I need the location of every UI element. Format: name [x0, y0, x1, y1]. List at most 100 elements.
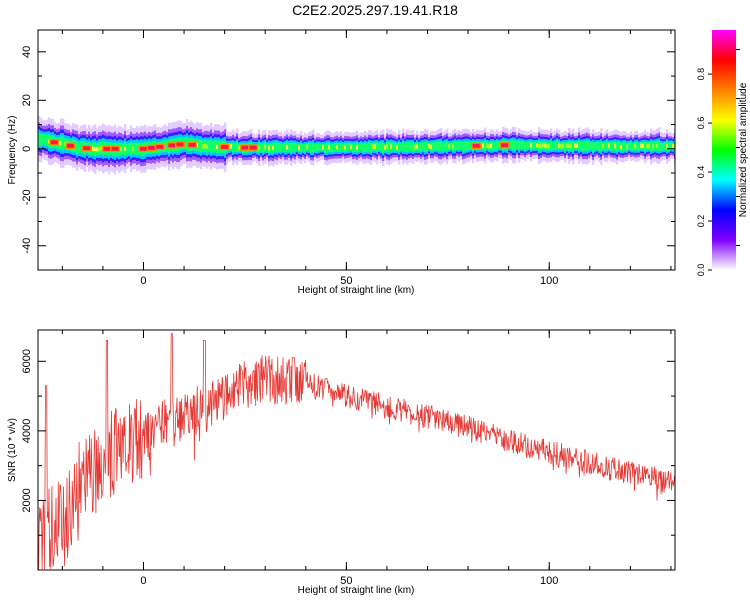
spectrogram-core-cell	[216, 144, 219, 150]
spectrogram-band-cell	[280, 143, 283, 153]
spectrogram-band-cell	[534, 141, 537, 150]
spectrogram-band-cell	[354, 143, 357, 152]
spectrogram-band-cell	[300, 142, 303, 153]
spectrogram-band-cell	[136, 142, 139, 155]
spectrogram-core-cell	[530, 143, 533, 148]
spectrogram-band-cell	[564, 142, 567, 152]
spectrogram-core-cell	[642, 143, 645, 149]
spectrogram-core-cell	[350, 144, 353, 150]
spectrogram-core-cell	[570, 143, 573, 149]
spectrogram-core-cell	[96, 146, 99, 152]
spectrogram-core-cell	[620, 144, 623, 150]
spectrogram-band-cell	[360, 142, 363, 151]
spectrogram-core-cell	[206, 144, 209, 149]
spectrogram-band-cell	[582, 141, 585, 152]
spectrogram-core-cell	[490, 143, 493, 149]
spectrogram-band-cell	[552, 142, 555, 151]
colorbar-ticks: 0.0 0.2 0.4 0.6 0.8	[696, 49, 740, 276]
spectrogram-band-cell	[332, 143, 335, 153]
spectrogram-core-cell	[448, 144, 451, 149]
spectrogram-band-cell	[200, 139, 203, 153]
spectrogram-band-cell	[340, 142, 343, 152]
colorbar-tick-label: 0.4	[696, 166, 706, 179]
spectrogram-band-cell	[362, 143, 365, 153]
x-tick-label: 50	[340, 575, 352, 587]
spectrogram-core-cell	[92, 146, 95, 152]
y-tick-label: 4000	[21, 419, 33, 443]
spectrogram-band-cell	[338, 143, 341, 152]
spectrogram-band-cell	[214, 140, 217, 153]
spectrogram-core-cell	[558, 143, 561, 148]
y-tick-label: 6000	[21, 349, 33, 373]
spectrogram-band-cell	[420, 142, 423, 152]
spectrogram-hot-spot-core	[221, 145, 229, 149]
spectrogram-band-cell	[434, 141, 437, 151]
spectrogram-core-cell	[390, 144, 393, 149]
x-tick-label: 50	[340, 275, 352, 287]
spectrogram-band-cell	[284, 143, 287, 153]
spectrogram-band-cell	[632, 143, 635, 151]
spectrogram-band-cell	[210, 139, 213, 153]
spectrogram-band-cell	[606, 140, 609, 151]
spectrogram-core-cell	[328, 145, 331, 150]
spectrogram-core-cell	[656, 143, 659, 149]
colorbar-scale	[712, 30, 736, 270]
snr-panel: 0 50 100 2000 4000 6000 Height of straight li…	[7, 329, 676, 596]
spectrogram-band-cell	[594, 142, 597, 151]
snr-ticks: 0 50 100 2000 4000 6000	[21, 330, 675, 587]
spectrogram-core-cell	[336, 144, 339, 150]
spectrogram-core-cell	[94, 146, 97, 152]
spectrogram-band-cell	[638, 143, 641, 151]
spectrogram-band-cell	[398, 142, 401, 153]
spectrogram-band-cell	[38, 132, 41, 146]
spectrogram-band-cell	[218, 140, 221, 153]
spectrogram-core-cell	[272, 145, 275, 151]
spectrogram-core-cell	[486, 143, 489, 148]
snr-xlabel: Height of straight line (km)	[298, 585, 415, 596]
spectrogram-band-cell	[588, 141, 591, 151]
spectrogram-band-cell	[78, 142, 81, 154]
spectrogram-band-cell	[274, 142, 277, 152]
spectrogram-core-cell	[428, 143, 431, 149]
spectrogram-band-cell	[378, 142, 381, 151]
spectrogram-band-cell	[316, 143, 319, 152]
spectrogram-core-cell	[560, 144, 563, 149]
spectrogram-core-cell	[48, 138, 51, 144]
spectrogram-core-cell	[286, 144, 289, 150]
spectrogram-band-cell	[516, 140, 519, 149]
spectrogram-core-cell	[264, 144, 267, 150]
spectrogram-band-cell	[618, 141, 621, 151]
spectrogram-band-cell	[314, 144, 317, 152]
spectrogram-core-cell	[614, 143, 617, 149]
spectrogram-band-cell	[296, 143, 299, 151]
spectrogram-band-cell	[46, 134, 49, 146]
spectrogram-band-cell	[498, 141, 501, 149]
x-tick-label: 100	[540, 575, 558, 587]
spectrogram-band-cell	[572, 141, 575, 152]
spectrogram-core-cell	[306, 144, 309, 150]
spectrogram-core-cell	[546, 143, 549, 149]
chart-title: C2E2.2025.297.19.41.R18	[292, 2, 458, 18]
spectrogram-core-cell	[640, 143, 643, 149]
spectrogram-band-cell	[496, 141, 499, 151]
spectrogram-core-cell	[602, 143, 605, 149]
spectrogram-hot-spot-core	[139, 146, 147, 151]
spectrogram-band-cell	[62, 136, 65, 151]
spectrogram-core-cell	[64, 141, 67, 147]
spectrogram-band-cell	[444, 141, 447, 151]
spectrogram-band-cell	[636, 141, 639, 151]
spectrogram-band-cell	[600, 141, 603, 152]
spectrogram-core-cell	[344, 145, 347, 150]
spectrogram-band-cell	[556, 140, 559, 151]
spectrogram-core-cell	[202, 144, 205, 149]
spectrogram-core-cell	[396, 145, 399, 150]
spectrogram-band-cell	[404, 143, 407, 152]
spectrogram-band-cell	[334, 143, 337, 152]
spectrogram-hot-spot-core	[148, 145, 156, 150]
spectrogram-core-cell	[120, 146, 123, 152]
spectrogram-band-cell	[436, 141, 439, 151]
colorbar-label: Normalized spectral amplitude	[738, 82, 749, 217]
spectrogram-core-cell	[196, 142, 199, 148]
spectrogram-band-cell	[164, 140, 167, 152]
y-tick-label: 2000	[21, 488, 33, 512]
